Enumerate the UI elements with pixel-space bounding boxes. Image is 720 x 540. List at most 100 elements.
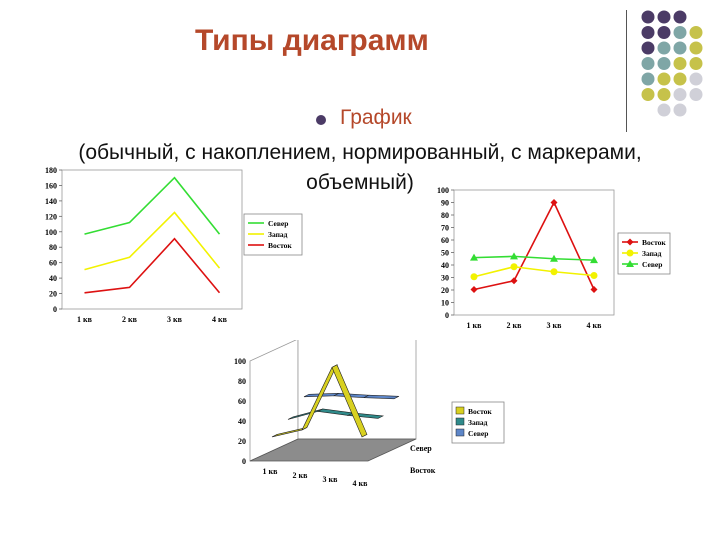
data-point (510, 252, 518, 260)
decorative-dot (641, 88, 655, 101)
series-line (473, 255, 595, 261)
data-point (590, 286, 598, 293)
data-point (470, 253, 478, 261)
data-point (590, 272, 598, 279)
series-1 (271, 364, 368, 438)
legend: Север Запад Восток (243, 213, 303, 256)
y-tick-label: 0 (242, 457, 246, 466)
decorative-dot (641, 26, 655, 39)
floor (249, 438, 417, 462)
y-tick-label: 90 (441, 199, 449, 208)
y-tick-label: 30 (441, 274, 449, 283)
decorative-dot (689, 41, 703, 55)
decorative-dot (657, 26, 671, 39)
decorative-dot (657, 57, 671, 70)
legend-label: Север (268, 219, 288, 228)
legend-swatch (455, 406, 465, 415)
x-tick-label: 4 кв (353, 479, 369, 488)
data-point (510, 263, 518, 271)
data-point (470, 286, 478, 293)
x-tick-label: 2 кв (293, 471, 309, 480)
series-line (473, 200, 595, 291)
x-tick-label: 1 кв (467, 321, 483, 330)
y-tick-label: 100 (45, 228, 57, 237)
y-tick-label: 60 (441, 236, 449, 245)
decorative-dot (657, 10, 671, 24)
y-tick-label: 60 (238, 397, 246, 406)
y-tick-label: 60 (49, 259, 57, 268)
decorative-dot (673, 103, 687, 117)
legend-label: Запад (268, 230, 288, 239)
series-line (84, 211, 221, 271)
decorative-dot-grid (641, 10, 703, 117)
y-tick-label: 70 (441, 224, 449, 233)
legend-label: Запад (642, 249, 662, 258)
depth-axis-label: Север (410, 444, 432, 453)
data-point (626, 249, 634, 257)
decorative-divider (626, 10, 627, 132)
y-tick-label: 20 (441, 286, 449, 295)
y-tick-label: 100 (234, 357, 246, 366)
decorative-dot (657, 103, 671, 117)
x-tick-label: 3 кв (167, 315, 183, 324)
series-1 (84, 176, 221, 235)
decorative-dot (673, 88, 687, 101)
series-line (84, 237, 221, 294)
bullet-icon (316, 115, 326, 125)
x-tick-label: 3 кв (323, 475, 339, 484)
x-tick-label: 4 кв (587, 321, 603, 330)
line-chart-standard: 0 20 40 60 80 100 120 140 160 180 1 кв 2 кв 3 кв 4 кв… (45, 166, 303, 324)
legend: Восток Запад Север (451, 401, 505, 444)
y-tick-label: 80 (238, 377, 246, 386)
ribbon-segment (363, 394, 400, 400)
description-line-2: объемный) (306, 171, 414, 194)
y-tick-label: 0 (445, 311, 449, 320)
y-tick-label: 40 (49, 274, 57, 283)
legend-swatch (455, 417, 465, 426)
data-point (510, 277, 518, 285)
decorative-dot (657, 72, 671, 86)
legend-label: Север (642, 260, 662, 269)
legend-swatch (455, 428, 465, 437)
ribbon-segment (331, 364, 368, 438)
data-point (550, 268, 558, 276)
line-chart-markers: 0 10 20 30 40 50 60 70 80 90 100 1 кв 2 кв 3 кв 4 кв Во… (437, 186, 671, 330)
x-tick-label: 4 кв (212, 315, 228, 324)
decorative-dot (689, 57, 703, 70)
data-point (470, 273, 478, 281)
series-line (473, 265, 595, 278)
data-point (550, 254, 558, 262)
legend-label: Север (468, 429, 488, 438)
series-2 (84, 211, 221, 271)
legend-label: Восток (642, 238, 666, 247)
decorative-dot (689, 72, 703, 86)
series-3 (84, 237, 221, 294)
y-tick-label: 80 (49, 243, 57, 252)
decorative-dot (657, 88, 671, 101)
slide-title: Типы диаграмм (195, 24, 429, 57)
plot-area (453, 189, 615, 316)
chart-types-description: (обычный, с накоплением, нормированный, … (20, 138, 700, 198)
legend-label: Восток (468, 407, 492, 416)
series-1 (470, 199, 598, 293)
x-tick-label: 2 кв (122, 315, 138, 324)
y-tick-label: 20 (49, 290, 57, 299)
series-2 (470, 263, 598, 281)
decorative-dot (641, 41, 655, 55)
decorative-dot (673, 57, 687, 70)
y-tick-label: 0 (53, 305, 57, 314)
y-tick-label: 40 (238, 417, 246, 426)
y-tick-label: 180 (45, 166, 57, 175)
data-point (626, 238, 634, 246)
y-tick-label: 20 (238, 437, 246, 446)
y-tick-label: 140 (45, 197, 57, 206)
x-tick-label: 3 кв (547, 321, 563, 330)
y-tick-label: 100 (437, 186, 449, 195)
x-tick-label: 2 кв (507, 321, 523, 330)
description-line-1: (обычный, с накоплением, нормированный, … (78, 141, 642, 164)
y-tick-label: 40 (441, 261, 449, 270)
legend-label: Запад (468, 418, 488, 427)
decorative-dot (641, 72, 655, 86)
decorative-dot (641, 10, 655, 24)
